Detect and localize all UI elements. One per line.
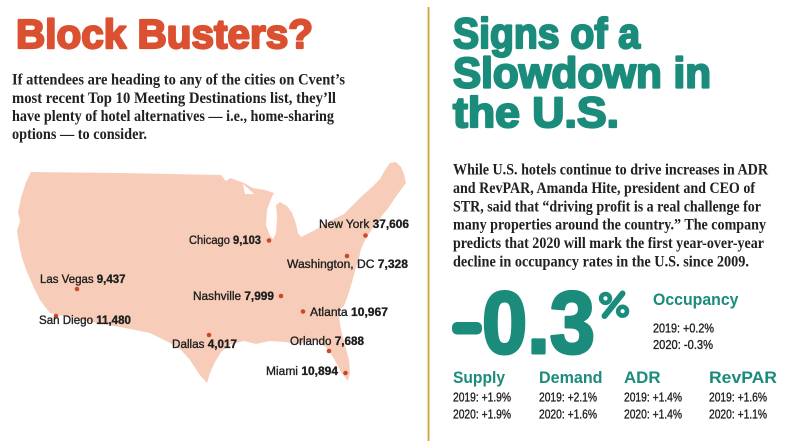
svg-text:the U.S.: the U.S. [453, 89, 619, 137]
svg-text:2020: +1.6%: 2020: +1.6% [539, 407, 597, 422]
svg-text:Nashville 7,999: Nashville 7,999 [193, 289, 274, 303]
svg-text:Washington, DC 7,328: Washington, DC 7,328 [287, 257, 408, 271]
svg-text:Dallas 4,017: Dallas 4,017 [172, 337, 237, 351]
svg-text:2020: +1.9%: 2020: +1.9% [453, 407, 511, 422]
svg-text:decline in occupancy rates in: decline in occupancy rates in the U.S. s… [453, 252, 749, 271]
svg-text:2019: +1.9%: 2019: +1.9% [453, 389, 511, 404]
svg-text:Orlando 7,688: Orlando 7,688 [290, 334, 364, 348]
svg-text:ADR: ADR [624, 368, 661, 387]
svg-text:Chicago 9,103: Chicago 9,103 [189, 233, 261, 247]
svg-text:Demand: Demand [539, 368, 603, 387]
svg-text:Occupancy: Occupancy [653, 290, 739, 309]
svg-text:2020: +1.4%: 2020: +1.4% [624, 407, 682, 422]
svg-text:many properties around the cou: many properties around the country.” The… [453, 215, 766, 234]
svg-text:predicts that 2020 will mark t: predicts that 2020 will mark the first y… [453, 233, 764, 252]
svg-text:While U.S. hotels continue to: While U.S. hotels continue to drive incr… [453, 160, 768, 179]
svg-text:Miami 10,894: Miami 10,894 [266, 364, 338, 378]
svg-text:If attendees are heading to an: If attendees are heading to any of the c… [12, 70, 345, 89]
svg-text:0.3: 0.3 [482, 273, 595, 372]
svg-text:and RevPAR, Amanda Hite, presi: and RevPAR, Amanda Hite, president and C… [453, 178, 755, 197]
svg-text:STR, said that “driving profit: STR, said that “driving profit is a real… [453, 196, 761, 215]
svg-text:2020: -0.3%: 2020: -0.3% [653, 337, 713, 352]
svg-text:2020: +1.1%: 2020: +1.1% [709, 407, 767, 422]
svg-text:Las Vegas 9,437: Las Vegas 9,437 [40, 272, 126, 286]
svg-text:New York 37,606: New York 37,606 [319, 217, 409, 231]
svg-text:options — to consider.: options — to consider. [12, 124, 147, 143]
svg-text:2019: +1.6%: 2019: +1.6% [709, 389, 767, 404]
svg-text:Block Busters?: Block Busters? [16, 11, 313, 57]
svg-text:San Diego 11,480: San Diego 11,480 [39, 313, 131, 327]
svg-text:2019: +1.4%: 2019: +1.4% [624, 389, 682, 404]
svg-text:Supply: Supply [453, 368, 505, 387]
svg-text:most recent Top 10 Meeting Des: most recent Top 10 Meeting Destinations … [12, 88, 336, 107]
svg-text:Slowdown in: Slowdown in [453, 50, 711, 98]
svg-text:Signs of a: Signs of a [453, 10, 641, 58]
svg-text:2019: +2.1%: 2019: +2.1% [539, 389, 597, 404]
svg-text:Atlanta 10,967: Atlanta 10,967 [310, 305, 388, 319]
svg-text:2019: +0.2%: 2019: +0.2% [653, 321, 714, 336]
svg-text:have plenty of hotel alternati: have plenty of hotel alternatives — i.e.… [12, 106, 334, 125]
svg-text:RevPAR: RevPAR [709, 368, 777, 387]
